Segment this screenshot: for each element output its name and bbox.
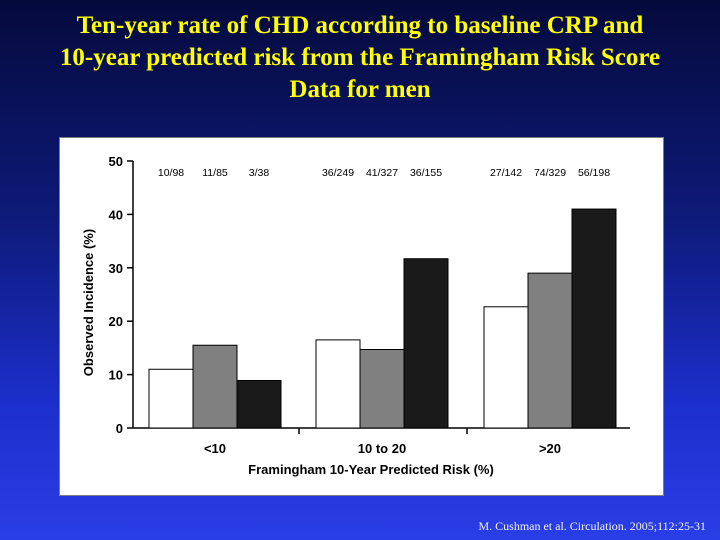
title-line-2: 10-year predicted risk from the Framingh… [59,44,661,71]
bar-count-label: 10/98 [158,167,184,179]
bar-count-label: 3/38 [249,167,270,179]
x-tick-label: >20 [539,441,561,456]
y-tick-label: 30 [109,261,123,276]
bar [315,339,361,429]
bar-count-label: 41/327 [366,167,398,179]
bar [148,368,194,429]
bar-count-label: 36/249 [322,167,354,179]
y-axis-title: Observed Incidence (%) [81,229,96,376]
y-tick-label: 50 [109,154,123,169]
title-line-1: Ten-year rate of CHD according to baseli… [76,12,644,39]
citation: M. Cushman et al. Circulation. 2005;112:… [478,519,706,533]
bar [359,349,405,429]
y-tick-label: 20 [109,314,123,329]
y-tick-label: 10 [109,368,123,383]
title-line-3: Data for men [289,76,431,103]
bar [403,258,449,429]
x-tick-label: 10 to 20 [358,441,406,456]
bar-count-label: 36/155 [410,167,442,179]
bar-count-label: 74/329 [534,167,566,179]
y-tick-label: 40 [109,207,123,222]
bar-chart: 0 10 20 30 40 50 Observed Incidence (%) 10/98 11… [81,154,630,477]
bar-count-label: 27/142 [490,167,522,179]
x-axis-title: Framingham 10-Year Predicted Risk (%) [248,462,494,477]
bar [571,208,617,429]
bar-count-label: 11/85 [202,167,228,179]
y-tick-label: 0 [116,421,123,436]
bar-count-label: 56/198 [578,167,610,179]
chart-panel: 0 10 20 30 40 50 Observed Incidence (%) 10/98 11… [59,137,664,496]
bar [192,344,238,429]
bar [483,306,529,429]
bar [236,379,282,429]
bar [527,272,573,429]
slide-title: Ten-year rate of CHD according to baseli… [0,10,720,106]
x-tick-label: <10 [204,441,226,456]
